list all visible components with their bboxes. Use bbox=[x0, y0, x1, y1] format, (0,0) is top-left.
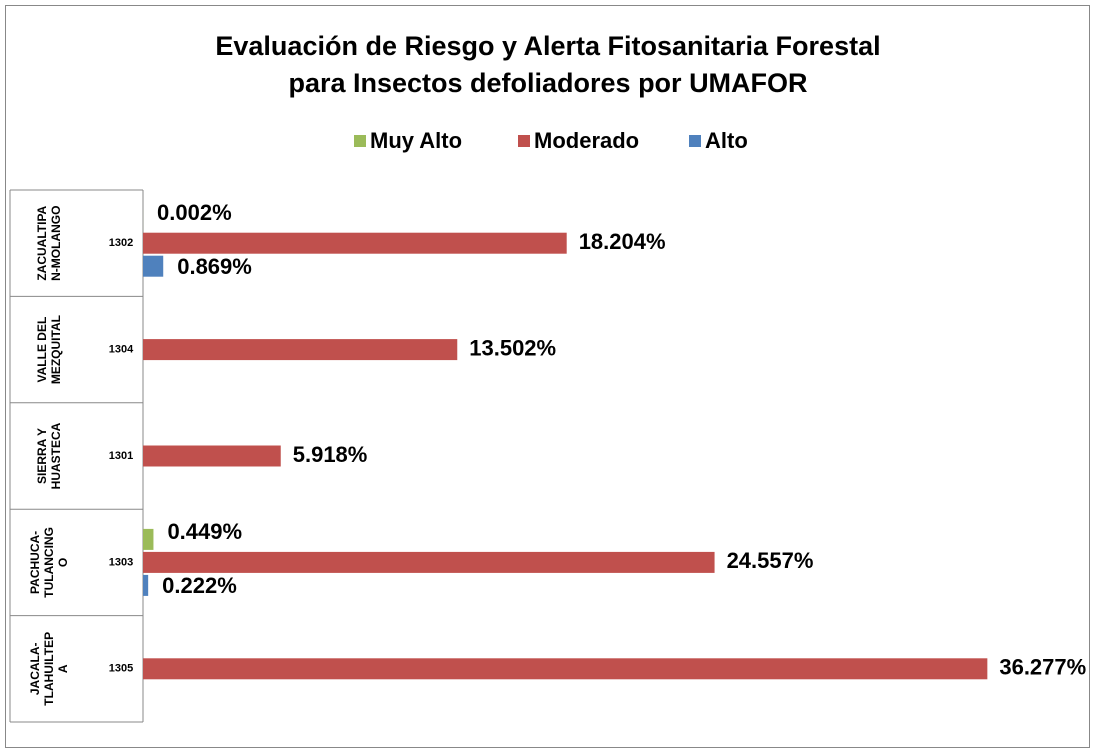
group-label: A bbox=[56, 664, 70, 673]
bar bbox=[143, 445, 281, 467]
group-label: MEZQUITAL bbox=[49, 315, 63, 384]
category-code: 1305 bbox=[109, 663, 133, 675]
bar bbox=[143, 658, 988, 680]
group-label: PACHUCA- bbox=[28, 531, 42, 594]
bar bbox=[143, 232, 567, 254]
legend-swatch bbox=[354, 135, 366, 147]
chart-title: Evaluación de Riesgo y Alerta Fitosanita… bbox=[215, 31, 880, 61]
legend-label: Moderado bbox=[534, 128, 639, 153]
category-code: 1304 bbox=[109, 344, 134, 356]
legend-swatch bbox=[518, 135, 530, 147]
category-code: 1302 bbox=[109, 237, 133, 249]
value-label: 0.222% bbox=[162, 573, 237, 598]
bar bbox=[143, 574, 149, 596]
group-label: SIERRA Y bbox=[35, 428, 49, 484]
category-code: 1301 bbox=[109, 450, 133, 462]
group-label: O bbox=[56, 558, 70, 567]
group-label: HUASTECA bbox=[49, 422, 63, 489]
group-label: VALLE DEL bbox=[35, 317, 49, 383]
group-label: JACALA- bbox=[28, 642, 42, 695]
chart-border bbox=[5, 5, 1090, 748]
value-label: 0.449% bbox=[167, 519, 242, 544]
category-code: 1303 bbox=[109, 556, 133, 568]
group-label: N-MOLANGO bbox=[49, 206, 63, 281]
bar bbox=[143, 528, 154, 550]
value-label: 0.869% bbox=[177, 254, 252, 279]
chart-title: para Insectos defoliadores por UMAFOR bbox=[288, 68, 807, 98]
value-label: 24.557% bbox=[727, 548, 814, 573]
bar bbox=[143, 255, 164, 277]
group-label: TULANCING bbox=[42, 527, 56, 598]
bar bbox=[143, 339, 458, 361]
group-label: ZACUALTIPA bbox=[35, 205, 49, 280]
value-label: 0.002% bbox=[157, 200, 232, 225]
legend-swatch bbox=[689, 135, 701, 147]
bar bbox=[143, 551, 715, 573]
value-label: 13.502% bbox=[469, 335, 556, 360]
value-label: 36.277% bbox=[999, 655, 1086, 680]
value-label: 18.204% bbox=[579, 229, 666, 254]
value-label: 5.918% bbox=[293, 442, 368, 467]
legend-label: Alto bbox=[705, 128, 748, 153]
group-label: TLAHUILTEP bbox=[42, 632, 56, 706]
legend-label: Muy Alto bbox=[370, 128, 462, 153]
